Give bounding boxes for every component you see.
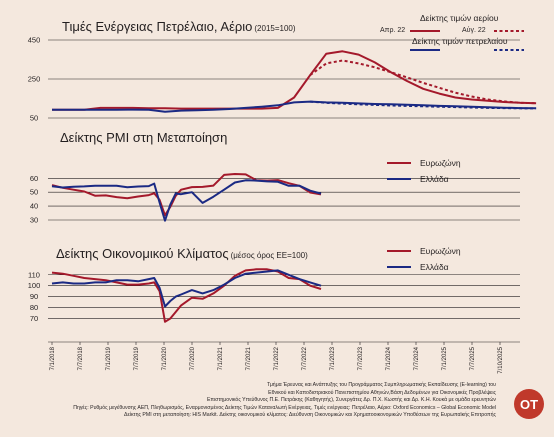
x-tick-label: 7/1/2019 [106, 346, 112, 370]
source-notes: Τμήμα Έρευνας και Ανάπτυξης του Προγράμμ… [36, 382, 496, 420]
series-line-oil_aug [310, 100, 537, 110]
legend: Δείκτης τιμών αερίου Απρ. 22 Αύγ. 22 Δείκτη… [380, 13, 524, 51]
series-line-Ελλάδα [51, 269, 322, 308]
legend-gas-title: Δείκτης τιμών αερίου [420, 13, 499, 23]
panel-3: Δείκτης Οικονομικού Κλίματος (μέσος όρος … [28, 246, 520, 323]
legend-solid-label: Απρ. 22 [380, 27, 405, 34]
x-tick-label: 7/1/2018 [50, 346, 56, 370]
y-tick-label: 90 [30, 292, 38, 301]
series-line-Ελλάδα [51, 179, 322, 222]
legend-label-0: Ευρωζώνη [420, 246, 461, 256]
panel-subtitle: (2015=100) [254, 24, 295, 33]
panel-title: Δείκτης Οικονομικού Κλίματος (μέσος όρος … [56, 246, 308, 261]
x-tick-label: 7/7/2023 [358, 346, 364, 370]
series-line-oil_apr [52, 100, 537, 113]
series-line-gas_aug [309, 59, 537, 105]
x-tick-label: 7/7/2024 [414, 346, 420, 370]
x-tick-label: 7/7/2021 [246, 346, 252, 370]
panel-1: Τιμές Ενέργειας Πετρέλαιο, Αέριο (2015=10… [28, 13, 537, 123]
x-tick-label: 7/7/2025 [470, 346, 476, 370]
series-line-Ευρωζώνη [51, 173, 322, 217]
x-tick-label: 7/7/2022 [302, 346, 308, 370]
legend-label-0: Ευρωζώνη [420, 158, 461, 168]
x-tick-label: 7/1/2025 [442, 346, 448, 370]
ot-logo: ΟΤ [514, 389, 544, 419]
y-tick-label: 450 [28, 36, 41, 45]
series-line-Ευρωζώνη [51, 268, 322, 323]
x-tick-label: 7/1/2024 [386, 346, 392, 370]
source-line: Τμήμα Έρευνας και Ανάπτυξης του Προγράμμ… [267, 382, 496, 388]
y-tick-label: 70 [30, 314, 38, 323]
source-line: Επιστημονικός Υπεύθυνος Π.Ε. Πετράκης (Κ… [206, 397, 496, 404]
legend-label-1: Ελλάδα [420, 174, 449, 184]
x-tick-label: 7/1/2023 [330, 346, 336, 370]
y-tick-label: 40 [30, 202, 38, 211]
y-tick-label: 50 [30, 188, 38, 197]
source-line: Δείκτης PMI στη μεταποίηση: HIS Markit. … [124, 412, 496, 419]
x-tick-label: 7/7/2018 [78, 346, 84, 370]
source-line: Πηγές: Ρυθμός μεγέθυνσης ΑΕΠ, Πληθωρισμό… [73, 404, 496, 411]
panel-title: Τιμές Ενέργειας Πετρέλαιο, Αέριο (2015=10… [62, 19, 296, 34]
legend-dashed-label: Αύγ. 22 [462, 26, 486, 34]
panel-subtitle: (μέσος όρος ΕΕ=100) [231, 251, 309, 260]
x-axis: 7/1/2018 7/7/2018 7/1/2019 7/7/2019 7/1/2020… [48, 341, 520, 374]
y-tick-label: 80 [30, 303, 38, 312]
source-line: Εθνικού και Καποδιστριακού Πανεπιστημίου… [268, 389, 496, 396]
y-tick-label: 250 [28, 75, 41, 84]
x-tick-label: 7/1/2020 [162, 346, 168, 370]
legend: Ευρωζώνη Ελλάδα [387, 158, 461, 184]
x-tick-label: 7/1/2021 [218, 346, 224, 370]
legend: Ευρωζώνη Ελλάδα [387, 246, 461, 272]
legend-label-1: Ελλάδα [420, 262, 449, 272]
panel-2: Δείκτης PMI στη Μεταποίηση 30 40 50 60 Ευρωζώ… [30, 130, 520, 225]
x-tick-label: 7/1/2022 [274, 346, 280, 370]
x-tick-label: 7/7/2019 [134, 346, 140, 370]
x-tick-label: 7/7/2020 [190, 346, 196, 370]
legend-oil-title: Δείκτης τιμών πετρελαίου [412, 36, 508, 46]
y-tick-label: 110 [28, 270, 40, 279]
x-tick-label: 7/10/2025 [498, 346, 504, 373]
y-tick-label: 30 [30, 216, 38, 225]
y-tick-label: 50 [30, 114, 38, 123]
series-line-gas_apr [52, 50, 537, 111]
y-tick-label: 60 [30, 174, 38, 183]
y-tick-label: 100 [28, 281, 41, 290]
panel-title: Δείκτης PMI στη Μεταποίηση [60, 130, 227, 145]
